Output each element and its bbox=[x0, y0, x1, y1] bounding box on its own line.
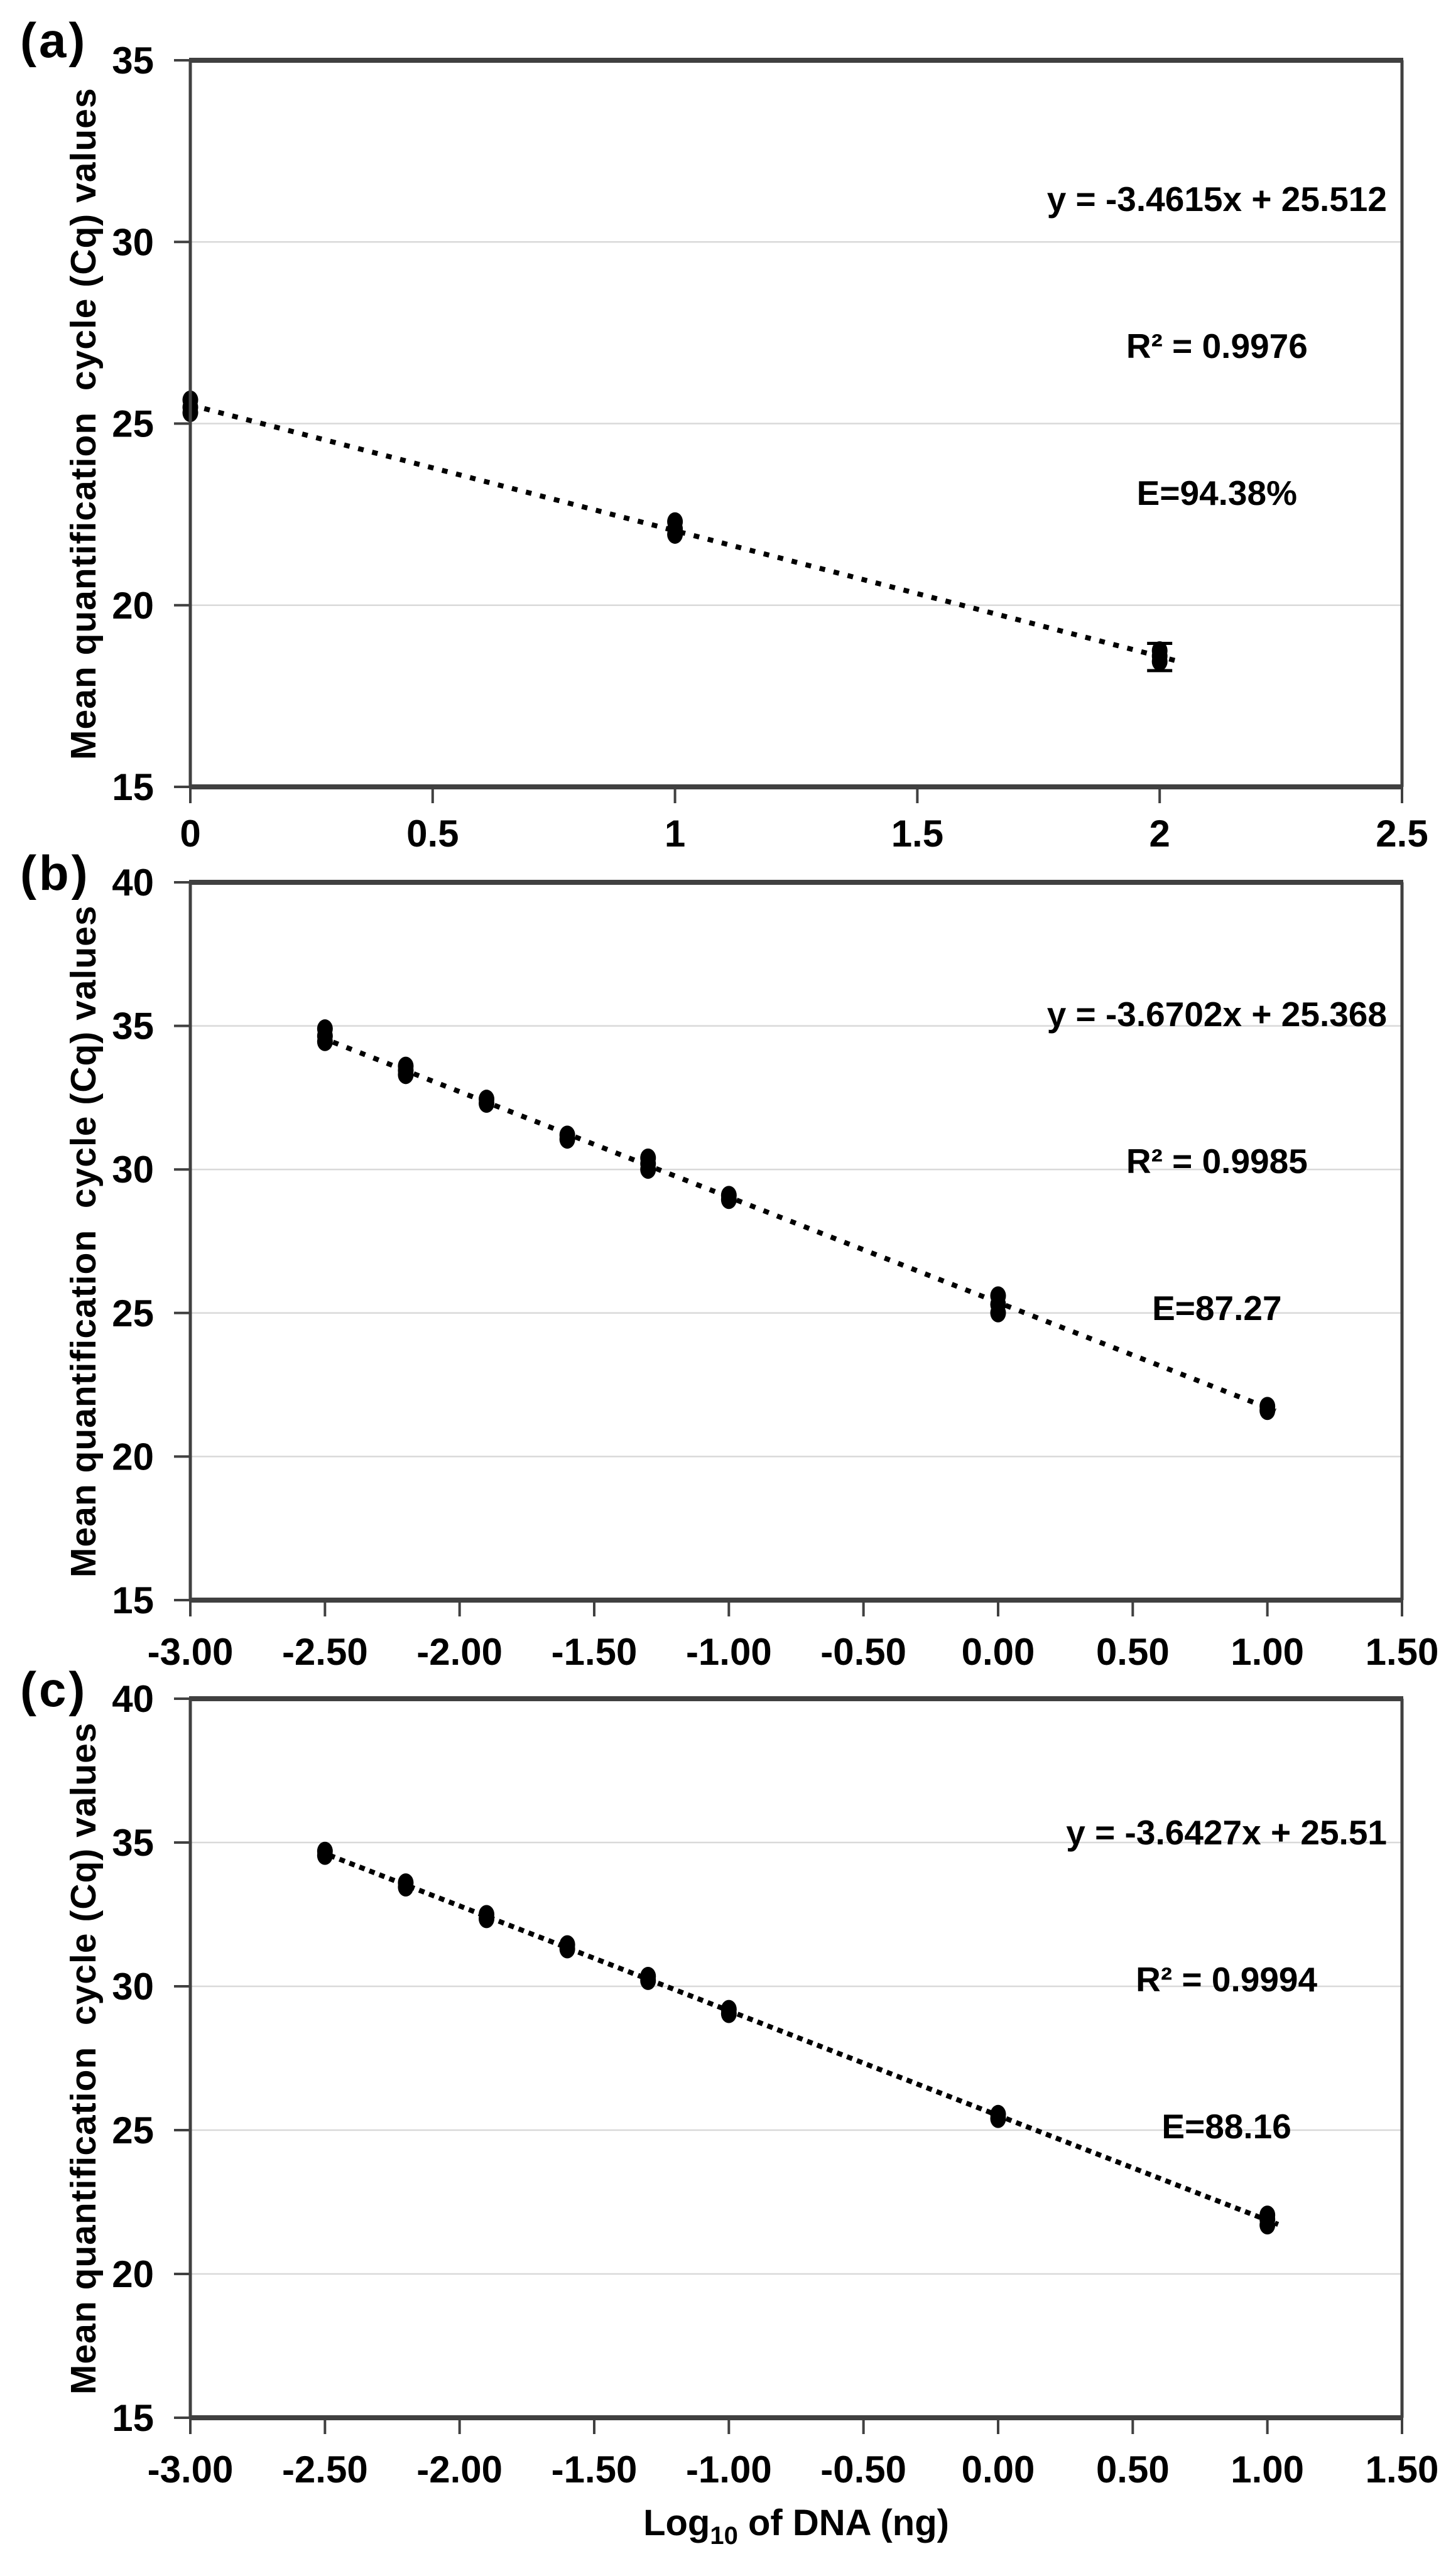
panel-a-annotation: y = -3.4615x + 25.512 R² = 0.9976 E=94.3… bbox=[1047, 77, 1387, 615]
panel-b-efficiency: E=87.27 bbox=[1152, 1289, 1282, 1328]
x-tick-label: 0 bbox=[180, 813, 200, 855]
y-tick-label: 35 bbox=[112, 1822, 154, 1864]
panel-c-equation: y = -3.6427x + 25.51 bbox=[1066, 1813, 1387, 1852]
data-point-marker bbox=[479, 1905, 495, 1924]
panel-c-label: (c) bbox=[20, 1662, 88, 1717]
panel-b-equation: y = -3.6702x + 25.368 bbox=[1046, 995, 1387, 1034]
panel-b-plot: 40 35 30 25 20 15 -3.00 -2.50 -2.00 -1.50 -1.00 -0.… bbox=[112, 862, 1438, 1673]
panel-c-efficiency: E=88.16 bbox=[1161, 2107, 1291, 2146]
x-axis-title-suffix: of DNA (ng) bbox=[737, 2503, 949, 2543]
x-tick-label: 1.50 bbox=[1366, 1631, 1439, 1673]
panel-c-plot: 40 35 30 25 20 15 -3.00 -2.50 -2.00 -1.50 -1.00 -0.… bbox=[112, 1678, 1438, 2491]
x-tick-label: -2.00 bbox=[416, 1631, 503, 1673]
data-point-marker bbox=[640, 1148, 656, 1167]
x-tick-label: 0.50 bbox=[1096, 2449, 1170, 2491]
x-tick-label: -1.00 bbox=[686, 1631, 772, 1673]
panel-a-efficiency: E=94.38% bbox=[1136, 474, 1298, 512]
y-tick-label: 35 bbox=[112, 1005, 154, 1047]
x-tick-label: 1 bbox=[665, 813, 685, 855]
data-point-marker bbox=[1151, 641, 1168, 661]
x-tick-label: 2.5 bbox=[1376, 813, 1428, 855]
data-point-marker bbox=[720, 1186, 737, 1205]
y-tick-label: 35 bbox=[112, 40, 154, 82]
x-tick-label: -0.50 bbox=[820, 2449, 906, 2491]
x-tick-label: 2 bbox=[1149, 813, 1170, 855]
x-tick-label: 1.5 bbox=[891, 813, 943, 855]
panel-a-equation: y = -3.4615x + 25.512 bbox=[1046, 180, 1387, 219]
data-point-marker bbox=[398, 1873, 414, 1893]
x-tick-label: -2.00 bbox=[416, 2449, 503, 2491]
panel-c-y-axis-title: Mean quantification cycle (Cq) values bbox=[63, 1722, 104, 2395]
y-tick-label: 30 bbox=[112, 1149, 154, 1191]
data-point-marker bbox=[640, 1966, 656, 1986]
x-axis-title-subscript: 10 bbox=[710, 2522, 738, 2550]
y-tick-label: 40 bbox=[112, 862, 154, 904]
panel-a-plot: 35 30 25 20 15 0 0.5 1 1.5 2 2.5 bbox=[112, 40, 1428, 855]
x-tick-label: 1.50 bbox=[1366, 2449, 1439, 2491]
x-tick-label: 0.00 bbox=[962, 1631, 1035, 1673]
x-axis-title: Log10 of DNA (ng) bbox=[190, 2502, 1402, 2550]
x-tick-label: 1.00 bbox=[1231, 2449, 1304, 2491]
y-tick-label: 25 bbox=[112, 403, 154, 445]
y-tick-label: 30 bbox=[112, 221, 154, 263]
x-tick-label: -3.00 bbox=[148, 2449, 234, 2491]
data-point-marker bbox=[1259, 2205, 1276, 2225]
data-point-marker bbox=[720, 2000, 737, 2019]
data-point-marker bbox=[398, 1056, 414, 1076]
y-tick-label: 20 bbox=[112, 2253, 154, 2295]
data-point-marker bbox=[990, 1286, 1006, 1306]
y-tick-label: 15 bbox=[112, 1579, 154, 1621]
y-tick-label: 20 bbox=[112, 585, 154, 627]
panel-b-y-axis-title: Mean quantification cycle (Cq) values bbox=[63, 905, 104, 1578]
x-tick-label: -1.50 bbox=[552, 1631, 638, 1673]
panel-a-r-squared: R² = 0.9976 bbox=[1126, 327, 1308, 365]
x-tick-label: -1.50 bbox=[552, 2449, 638, 2491]
data-point-marker bbox=[559, 1125, 575, 1145]
y-tick-label: 15 bbox=[112, 2397, 154, 2439]
data-point-marker bbox=[990, 2104, 1006, 2124]
y-tick-label: 25 bbox=[112, 2109, 154, 2151]
trendline bbox=[318, 1034, 1276, 1414]
y-tick-label: 30 bbox=[112, 1966, 154, 2008]
trendline bbox=[189, 403, 1180, 664]
x-tick-label: -2.50 bbox=[282, 1631, 368, 1673]
data-point-marker bbox=[317, 1019, 333, 1039]
panel-b-annotation: y = -3.6702x + 25.368 R² = 0.9985 E=87.2… bbox=[1047, 892, 1387, 1431]
x-tick-label: 0.00 bbox=[962, 2449, 1035, 2491]
x-tick-label: -1.00 bbox=[686, 2449, 772, 2491]
y-tick-label: 20 bbox=[112, 1436, 154, 1478]
data-point-marker bbox=[559, 1935, 575, 1954]
panel-b-r-squared: R² = 0.9985 bbox=[1126, 1142, 1308, 1181]
x-tick-label: 0.5 bbox=[406, 813, 459, 855]
panel-a-y-axis-title: Mean quantification cycle (Cq) values bbox=[63, 87, 104, 760]
x-tick-label: -3.00 bbox=[148, 1631, 234, 1673]
data-point-marker bbox=[667, 512, 683, 531]
x-tick-label: -0.50 bbox=[820, 1631, 906, 1673]
y-tick-label: 15 bbox=[112, 766, 154, 808]
x-tick-label: 1.00 bbox=[1231, 1631, 1304, 1673]
panel-c-r-squared: R² = 0.9994 bbox=[1136, 1960, 1318, 1999]
data-point-marker bbox=[1259, 1397, 1276, 1416]
y-tick-label: 40 bbox=[112, 1678, 154, 1720]
x-tick-label: 0.50 bbox=[1096, 1631, 1170, 1673]
data-point-marker bbox=[317, 1841, 333, 1861]
panel-b-label: (b) bbox=[20, 845, 90, 901]
panel-a-label: (a) bbox=[20, 13, 88, 68]
x-axis-title-prefix: Log bbox=[643, 2503, 710, 2543]
panel-c-annotation: y = -3.6427x + 25.51 R² = 0.9994 E=88.16 bbox=[1066, 1710, 1387, 2249]
y-tick-label: 25 bbox=[112, 1292, 154, 1334]
x-tick-label: -2.50 bbox=[282, 2449, 368, 2491]
data-point-marker bbox=[479, 1090, 495, 1109]
